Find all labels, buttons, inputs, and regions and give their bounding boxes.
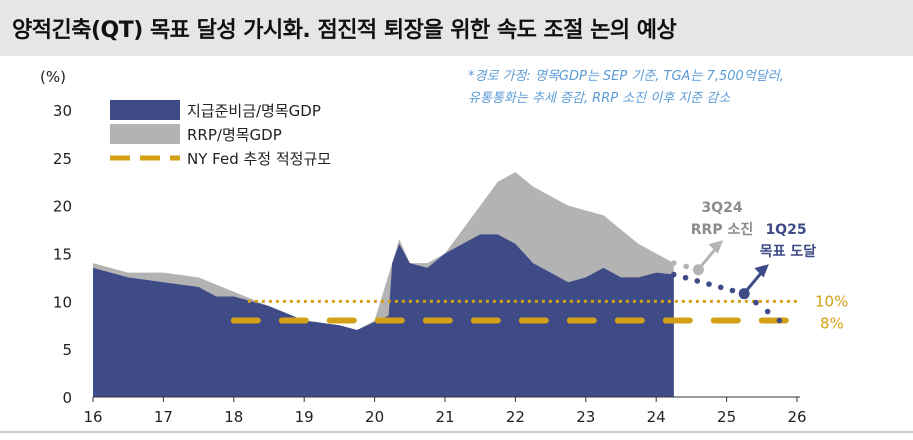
y-axis-unit: (%) bbox=[40, 68, 66, 86]
projection-dot bbox=[683, 263, 689, 270]
legend-swatch-rrp bbox=[110, 124, 180, 144]
y-tick-label: 15 bbox=[53, 246, 72, 264]
legend-label-rrp: RRP/명목GDP bbox=[187, 126, 282, 144]
arrow-shaft bbox=[746, 270, 764, 291]
arrow-head-icon bbox=[754, 264, 769, 278]
assumption-note: *경로 가정: 명목GDP는 SEP 기준, TGA는 7,500억달러, 유통… bbox=[468, 66, 784, 110]
projection-dot bbox=[776, 317, 783, 324]
annotation-3q24: 3Q24 bbox=[701, 200, 742, 216]
annotation-1q25: 1Q25 bbox=[765, 222, 806, 238]
projection-dot bbox=[671, 271, 677, 278]
x-tick-label: 19 bbox=[295, 408, 314, 426]
legend-label-nyfed: NY Fed 추정 적정규모 bbox=[187, 150, 331, 168]
arrow-head-icon bbox=[708, 240, 724, 254]
note-line-1: *경로 가정: 명목GDP는 SEP 기준, TGA는 7,500억달러, bbox=[468, 69, 784, 84]
projection-dot bbox=[717, 284, 724, 291]
title-bar: 양적긴축(QT) 목표 달성 가시화. 점진적 퇴장을 위한 속도 조절 논의 … bbox=[0, 0, 913, 56]
legend-swatch-reserves bbox=[110, 100, 180, 120]
label-10pct: 10% bbox=[815, 292, 848, 310]
x-tick-label: 20 bbox=[365, 408, 384, 426]
x-tick-label: 26 bbox=[787, 408, 806, 426]
y-tick-label: 10 bbox=[53, 293, 72, 311]
y-tick-label: 0 bbox=[62, 389, 72, 407]
label-8pct: 8% bbox=[820, 314, 844, 332]
projection-dot bbox=[729, 287, 736, 294]
note-line-2: 유통통화는 추세 증감, RRP 소진 이후 지준 감소 bbox=[468, 91, 731, 106]
projection-dot bbox=[682, 274, 689, 281]
x-tick-label: 22 bbox=[506, 408, 525, 426]
projection-dot bbox=[764, 308, 771, 315]
x-tick-label: 17 bbox=[154, 408, 173, 426]
arrow-shaft bbox=[700, 246, 718, 267]
x-tick-label: 21 bbox=[435, 408, 454, 426]
annotation-target-reached: 목표 도달 bbox=[760, 244, 817, 260]
y-tick-label: 20 bbox=[53, 198, 72, 216]
reserves-area bbox=[93, 234, 674, 397]
annotation-rrp-depleted: RRP 소진 bbox=[691, 221, 753, 238]
projection-dot bbox=[753, 299, 759, 306]
projection-dot bbox=[706, 281, 712, 287]
x-tick-label: 18 bbox=[224, 408, 243, 426]
x-tick-label: 25 bbox=[717, 408, 736, 426]
milestone-marker bbox=[738, 288, 750, 300]
projection-dot bbox=[694, 278, 701, 284]
y-tick-label: 30 bbox=[53, 102, 72, 120]
x-tick-label: 23 bbox=[576, 408, 595, 426]
x-tick-label: 24 bbox=[647, 408, 666, 426]
chart-title: 양적긴축(QT) 목표 달성 가시화. 점진적 퇴장을 위한 속도 조절 논의 … bbox=[12, 18, 677, 43]
x-tick-label: 16 bbox=[83, 408, 102, 426]
milestone-marker bbox=[692, 264, 704, 276]
legend-label-reserves: 지급준비금/명목GDP bbox=[187, 102, 321, 120]
y-tick-label: 25 bbox=[53, 150, 72, 168]
projection-dot bbox=[671, 260, 677, 266]
y-tick-label: 5 bbox=[62, 341, 72, 359]
